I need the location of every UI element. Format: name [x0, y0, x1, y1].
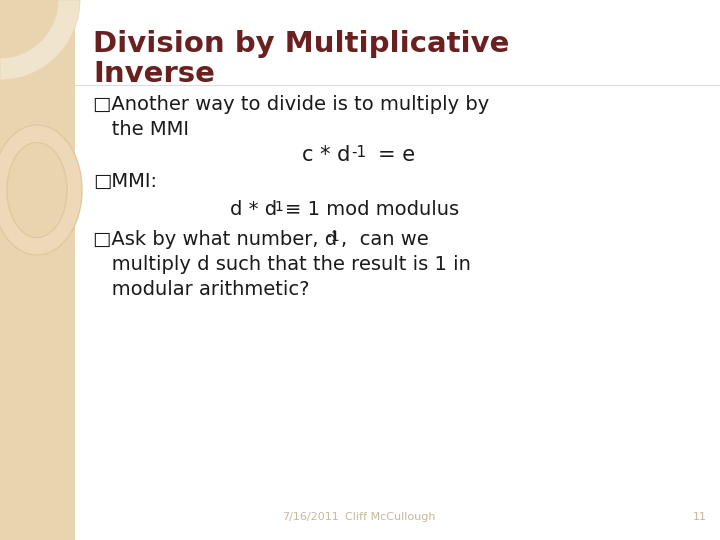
- Wedge shape: [0, 0, 58, 58]
- Text: Division by Multiplicative: Division by Multiplicative: [93, 30, 509, 58]
- Text: -1: -1: [351, 145, 366, 160]
- Text: □Another way to divide is to multiply by: □Another way to divide is to multiply by: [93, 95, 490, 114]
- Text: the MMI: the MMI: [93, 120, 189, 139]
- Text: Cliff McCullough: Cliff McCullough: [345, 512, 436, 522]
- Text: d * d: d * d: [230, 200, 277, 219]
- Ellipse shape: [0, 125, 82, 255]
- Text: □Ask by what number, d: □Ask by what number, d: [93, 230, 337, 249]
- Text: 11: 11: [693, 512, 707, 522]
- Text: -1: -1: [326, 230, 340, 244]
- Text: -1: -1: [270, 200, 284, 214]
- Text: ≡ 1 mod modulus: ≡ 1 mod modulus: [285, 200, 459, 219]
- Wedge shape: [0, 0, 80, 80]
- Text: Inverse: Inverse: [93, 60, 215, 88]
- Text: ,  can we: , can we: [341, 230, 428, 249]
- Text: multiply d such that the result is 1 in: multiply d such that the result is 1 in: [93, 255, 471, 274]
- Ellipse shape: [7, 143, 67, 238]
- Text: □MMI:: □MMI:: [93, 172, 157, 191]
- Bar: [75, 0, 720, 540]
- Bar: [0, 0, 75, 540]
- Text: 7/16/2011: 7/16/2011: [282, 512, 338, 522]
- Text: modular arithmetic?: modular arithmetic?: [93, 280, 310, 299]
- Text: c * d: c * d: [302, 145, 350, 165]
- Text: = e: = e: [378, 145, 415, 165]
